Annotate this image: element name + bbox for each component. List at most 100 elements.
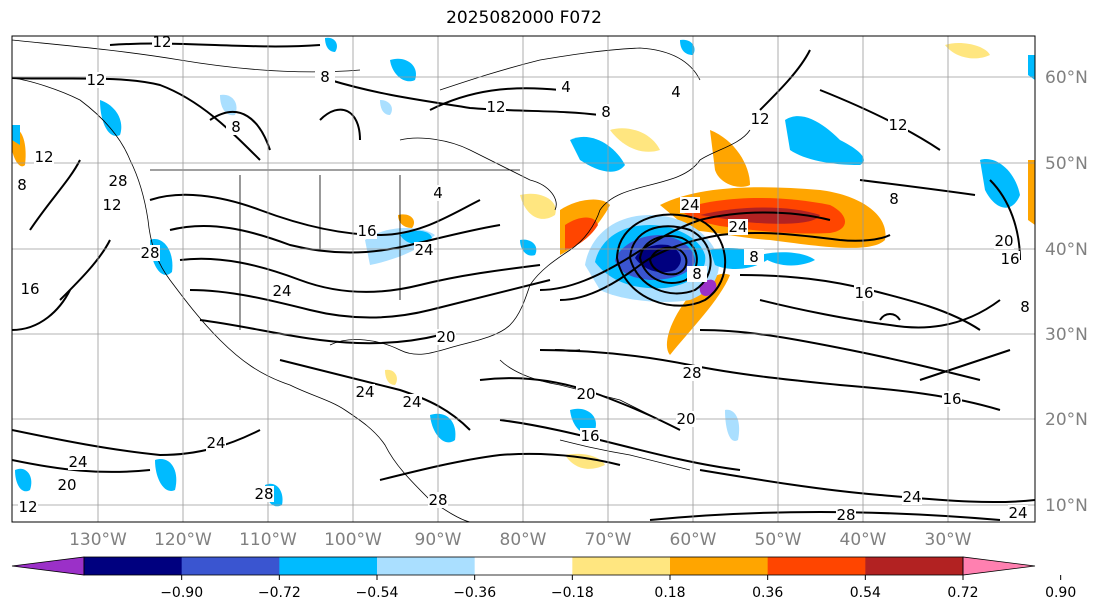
contour-label: 24 bbox=[680, 196, 699, 214]
contour-label: 4 bbox=[561, 78, 571, 96]
contour-label: 12 bbox=[102, 196, 121, 214]
contour-label: 20 bbox=[576, 385, 595, 403]
contour-label: 4 bbox=[671, 83, 681, 101]
contour-label: 24 bbox=[402, 393, 421, 411]
colorbar-segment bbox=[84, 557, 183, 575]
contour-label: 8 bbox=[320, 68, 330, 86]
contour-label-bg bbox=[680, 197, 700, 213]
contour-label-bg bbox=[1015, 299, 1035, 315]
contour-label: 20 bbox=[676, 410, 695, 428]
colorbar-extend-max bbox=[962, 556, 1036, 576]
contour-label: 4 bbox=[433, 184, 443, 202]
contour-label-bg bbox=[687, 266, 707, 282]
contour-label: 28 bbox=[682, 364, 701, 382]
contour-label: 28 bbox=[108, 172, 127, 190]
contour-label-bg bbox=[902, 489, 922, 505]
contour-label: 8 bbox=[749, 248, 759, 266]
latitude-label: 20°N bbox=[1045, 410, 1088, 430]
colorbar-segment bbox=[279, 557, 378, 575]
contour-label-bg bbox=[1000, 251, 1020, 267]
contour-label: 16 bbox=[1000, 250, 1019, 268]
contour-label: 24 bbox=[68, 453, 87, 471]
contour-label: 12 bbox=[86, 71, 105, 89]
contour-label-bg bbox=[315, 69, 335, 85]
colorbar-tick-label: −0.18 bbox=[551, 585, 594, 601]
contour-label-bg bbox=[102, 197, 122, 213]
colorbar-extend-min bbox=[11, 556, 85, 576]
latitude-labels: 60°N 50°N 40°N 30°N 20°N 10°N bbox=[1045, 68, 1088, 516]
contour-label-bg bbox=[428, 185, 448, 201]
latitude-label: 40°N bbox=[1045, 240, 1088, 260]
contour-label-bg bbox=[357, 223, 377, 239]
longitude-label: 40°W bbox=[840, 530, 887, 550]
contour-label: 12 bbox=[486, 98, 505, 116]
longitude-label: 80°W bbox=[500, 530, 547, 550]
map-frame bbox=[11, 35, 1036, 523]
colorbar-tick-label: 0.72 bbox=[947, 585, 978, 601]
contour-label-bg bbox=[744, 249, 764, 265]
contour-label-bg bbox=[666, 84, 686, 100]
contour-label-bg bbox=[12, 177, 32, 193]
contour-label: 24 bbox=[355, 383, 374, 401]
contour-label: 16 bbox=[357, 222, 376, 240]
contour-label-bg bbox=[942, 391, 962, 407]
contour-label-bg bbox=[34, 149, 54, 165]
contour-label: 16 bbox=[854, 284, 873, 302]
contour-label: 28 bbox=[836, 506, 855, 524]
contour-label-bg bbox=[86, 72, 106, 88]
longitude-label: 110°W bbox=[239, 530, 297, 550]
contour-label: 8 bbox=[231, 118, 241, 136]
contour-label-bg bbox=[994, 233, 1014, 249]
contour-label-bg bbox=[888, 117, 908, 133]
colorbar-tick-label: 0.18 bbox=[654, 585, 685, 601]
contour-label-bg bbox=[486, 99, 506, 115]
contour-label-bg bbox=[206, 435, 226, 451]
contour-label: 12 bbox=[34, 148, 53, 166]
colorbar-tick-label: −0.54 bbox=[356, 585, 399, 601]
map-title: 2025082000 F072 bbox=[446, 8, 602, 28]
contour-label: 28 bbox=[140, 244, 159, 262]
contour-label-bg bbox=[140, 245, 160, 261]
contour-label-bg bbox=[1008, 505, 1028, 521]
latitude-label: 50°N bbox=[1045, 154, 1088, 174]
contour-label-bg bbox=[18, 499, 38, 515]
contour-label: 8 bbox=[601, 103, 611, 121]
colorbar-segment bbox=[670, 557, 769, 575]
contour-label: 16 bbox=[942, 390, 961, 408]
contour-label: 12 bbox=[750, 110, 769, 128]
contour-label-bg bbox=[254, 486, 274, 502]
contour-label: 24 bbox=[272, 282, 291, 300]
contour-label-bg bbox=[68, 454, 88, 470]
contour-label-bg bbox=[854, 285, 874, 301]
contour-label-bg bbox=[108, 173, 128, 189]
contour-label: 24 bbox=[902, 488, 921, 506]
colorbar-segment bbox=[377, 557, 476, 575]
contour-label: 8 bbox=[889, 190, 899, 208]
contour-label-bg bbox=[436, 329, 456, 345]
contour-label-bg bbox=[428, 492, 448, 508]
map-background bbox=[12, 36, 1035, 522]
contour-label-bg bbox=[152, 36, 172, 50]
contour-label: 12 bbox=[888, 116, 907, 134]
contour-label: 24 bbox=[206, 434, 225, 452]
contour-label-bg bbox=[57, 477, 77, 493]
contour-label-bg bbox=[596, 104, 616, 120]
contour-label: 28 bbox=[254, 485, 273, 503]
contour-label-bg bbox=[414, 242, 434, 258]
contour-label: 28 bbox=[428, 491, 447, 509]
contour-label-bg bbox=[226, 119, 246, 135]
contour-label: 16 bbox=[580, 427, 599, 445]
contour-label-bg bbox=[836, 507, 856, 522]
latitude-label: 10°N bbox=[1045, 496, 1088, 516]
colorbar-tick-labels: −0.90 −0.72 −0.54 −0.36 −0.18 0.18 0.36 0.54 0.7… bbox=[160, 575, 1076, 601]
contour-label-bg bbox=[355, 384, 375, 400]
longitude-label: 50°W bbox=[755, 530, 802, 550]
contour-label-bg bbox=[676, 411, 696, 427]
contour-label: 8 bbox=[692, 265, 702, 283]
longitude-label: 120°W bbox=[154, 530, 212, 550]
contour-label: 12 bbox=[152, 33, 171, 51]
longitude-label: 70°W bbox=[585, 530, 632, 550]
contour-label: 20 bbox=[57, 476, 76, 494]
